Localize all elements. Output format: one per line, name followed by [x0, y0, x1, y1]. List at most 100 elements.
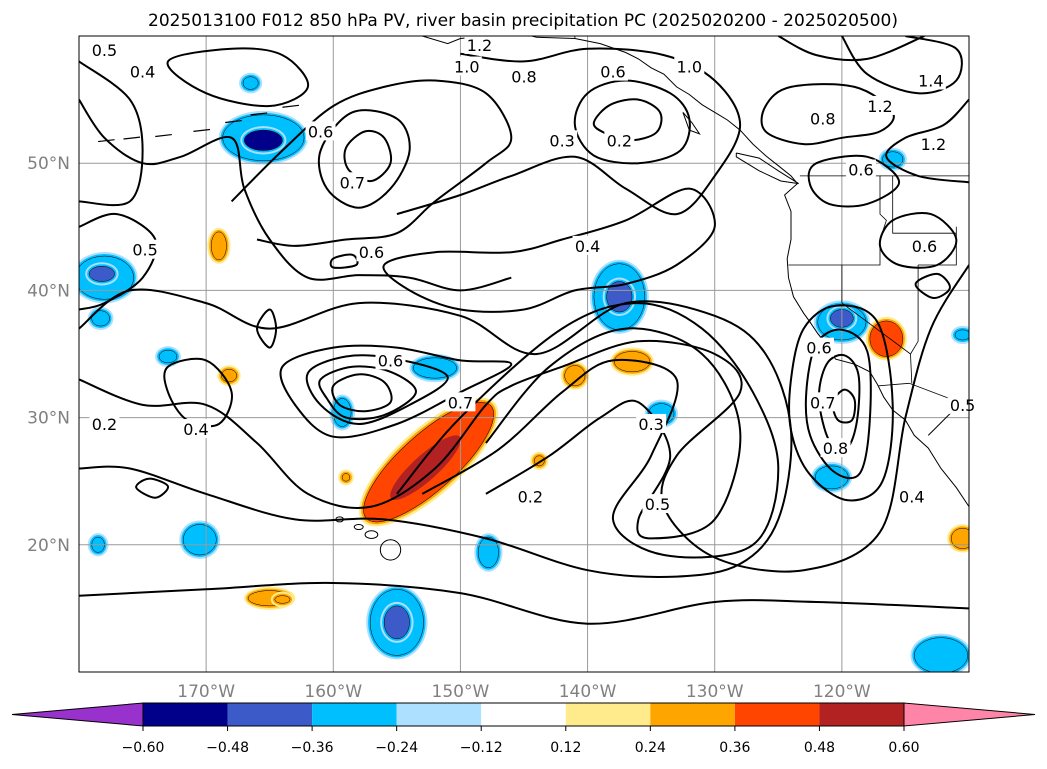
figure-title: 2025013100 F012 850 hPa PV, river basin …	[148, 11, 898, 31]
coastline-layer	[98, 36, 969, 561]
vancouver-island-coast	[735, 152, 799, 185]
colorbar: −0.60 −0.48 −0.36 −0.24 −0.12 0.12 0.24 0.36 0.4…	[11, 702, 1036, 756]
pv-contour-line	[343, 129, 393, 183]
latitude-tick-label: 40°N	[27, 281, 70, 301]
state-border	[841, 265, 913, 384]
colorbar-segment	[396, 703, 482, 726]
pv-contour-line	[135, 477, 170, 499]
longitude-tick-label: 170°W	[177, 682, 235, 702]
contour-label: 0.8	[810, 110, 835, 129]
precip-blob	[244, 129, 283, 151]
contour-label: 0.6	[806, 339, 831, 358]
colorbar-segment	[565, 703, 651, 726]
precip-blob	[158, 349, 178, 364]
contour-label: 0.6	[600, 63, 625, 82]
colorbar-tick-label: −0.36	[291, 740, 334, 756]
pv-contour-line	[79, 581, 969, 625]
contour-label: 0.2	[92, 415, 117, 434]
contour-label: 1.2	[921, 135, 946, 154]
colorbar-tick-label: 0.48	[804, 740, 835, 756]
pv-contour-line	[163, 357, 233, 428]
contour-label-backdrop	[509, 66, 539, 86]
pv-contour-line	[79, 264, 969, 573]
pv-contour-line	[396, 302, 780, 559]
contour-label: 0.2	[607, 131, 632, 150]
pv-contour-line	[396, 47, 742, 216]
contour-label-backdrop	[845, 159, 876, 179]
contour-label: 0.7	[340, 173, 365, 192]
state-border	[892, 175, 957, 234]
contour-label: 0.4	[183, 420, 208, 439]
pv-contour-line	[485, 327, 742, 540]
contour-label: 0.5	[950, 396, 975, 415]
pv-contour-line	[317, 109, 411, 209]
contour-label: 0.8	[823, 439, 848, 458]
pv-contour-line	[329, 253, 359, 269]
contour-label-backdrop	[865, 95, 895, 115]
contour-label-backdrop	[130, 239, 161, 259]
pv-contour-line	[804, 328, 872, 480]
longitude-tick-label: 140°W	[559, 682, 617, 702]
pv-contour-line	[831, 388, 857, 424]
contour-label-backdrop	[820, 438, 851, 458]
main-precip-peak	[390, 435, 461, 500]
contour-label-backdrop	[807, 392, 838, 412]
contour-label: 1.2	[867, 97, 892, 116]
contour-label-backdrop	[337, 172, 368, 192]
precip-blob	[383, 605, 410, 640]
pv-contour-line	[760, 83, 895, 146]
contour-label: 0.5	[132, 241, 157, 260]
contour-label: 0.6	[359, 243, 384, 262]
colorbar-tick-label: 0.60	[888, 740, 919, 756]
state-border	[910, 265, 919, 355]
contour-label-backdrop	[803, 337, 834, 357]
contour-label-backdrop	[464, 34, 495, 54]
contour-label-backdrop	[896, 486, 927, 506]
longitude-tick-labels: 170°W 160°W 150°W 140°W 130°W 120°W	[177, 682, 871, 702]
latitude-tick-label: 20°N	[27, 536, 70, 556]
longitude-tick-label: 130°W	[686, 682, 744, 702]
aleutian-island	[250, 112, 268, 116]
plot-frame	[78, 35, 970, 673]
longitude-tick-label: 120°W	[813, 682, 871, 702]
contour-label-backdrop	[180, 419, 211, 439]
plot-area: 0.5 0.4 1.2 1.0 0.8 0.6 1.0 1.4 1.2 0.8 1.2 0.6 0.6 0…	[78, 34, 978, 673]
colorbar-tick-label: 0.12	[550, 740, 581, 756]
plot-background	[79, 36, 969, 672]
contour-label-backdrop	[547, 130, 578, 150]
precip-blob	[564, 365, 586, 387]
precip-blob	[914, 637, 968, 672]
colorbar-segment	[481, 703, 566, 726]
precip-blob	[614, 351, 651, 373]
contour-label: 0.6	[308, 122, 333, 141]
pv-contour-layer	[79, 36, 969, 625]
precip-blob	[954, 329, 969, 341]
contour-label: 0.7	[448, 393, 473, 412]
pv-contour-line	[166, 47, 309, 108]
contour-label: 0.5	[92, 41, 117, 60]
contour-label: 1.0	[454, 58, 479, 77]
precip-blob	[91, 310, 110, 327]
pv-contour-line	[279, 344, 513, 439]
contour-label-backdrop	[305, 121, 336, 141]
contour-label: 0.3	[638, 415, 663, 434]
contour-label: 0.3	[549, 131, 574, 150]
contour-label: 0.8	[511, 68, 536, 87]
pv-contour-line	[777, 36, 925, 62]
colorbar-tick-label: −0.60	[122, 740, 165, 756]
contour-label-backdrop	[947, 394, 978, 414]
longitude-tick-label: 150°W	[432, 682, 490, 702]
colorbar-segment	[227, 703, 313, 726]
contour-label: 0.6	[912, 237, 937, 256]
pv-contour-line	[79, 99, 512, 292]
aleutian-island	[225, 119, 242, 124]
pv-contour-line	[331, 373, 393, 413]
contour-label-backdrop	[127, 61, 158, 81]
contour-label: 0.4	[899, 487, 924, 506]
contour-label-backdrop	[636, 413, 667, 433]
precip-blob	[88, 265, 115, 282]
contour-label: 0.6	[848, 161, 873, 180]
precip-blob	[341, 473, 351, 482]
